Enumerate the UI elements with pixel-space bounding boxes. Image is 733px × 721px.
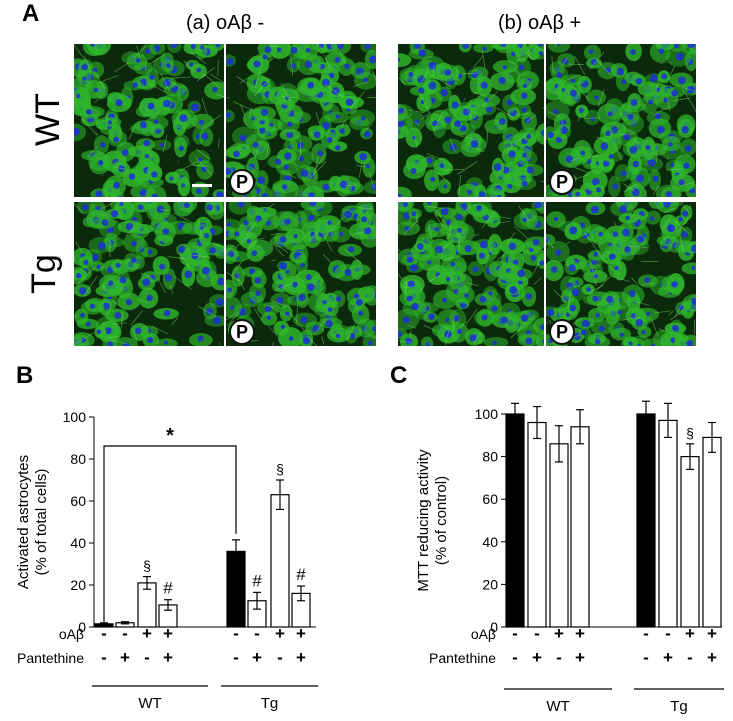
chart-c-mtt-activity: 0 20 40 60 80 100 MTT reducing activity (% of c… [415, 400, 724, 715]
group-label: Tg [670, 698, 688, 715]
oab-sign: - [512, 624, 518, 643]
comparison-mark: * [166, 425, 174, 447]
condition-title-a: (a) oAβ - [186, 12, 265, 34]
bar [658, 419, 678, 628]
y-tick-label: 80 [70, 451, 86, 467]
oab-row-label: oAβ [59, 626, 84, 642]
bar [549, 443, 569, 628]
pantethine-sign: - [512, 648, 518, 667]
bar [680, 455, 700, 628]
oab-sign: + [575, 624, 585, 643]
pantethine-sign: - [101, 648, 107, 667]
pantethine-sign: - [233, 648, 239, 667]
oab-sign: + [685, 624, 695, 643]
condition-title-b: (b) oAβ + [498, 12, 582, 34]
significance-mark: § [276, 461, 284, 477]
micrograph-wt-b-pantethine [546, 44, 696, 197]
pantethine-sign: + [120, 648, 130, 667]
pantethine-sign: + [532, 648, 542, 667]
oab-sign: + [163, 624, 173, 643]
y-tick-label: 60 [70, 493, 86, 509]
scale-bar [192, 184, 212, 187]
pantethine-sign: + [575, 648, 585, 667]
y-tick-label: 100 [63, 409, 87, 425]
oab-sign: + [707, 624, 717, 643]
panel-c-letter: C [390, 362, 408, 389]
pantethine-sign: - [643, 648, 649, 667]
panel-b-letter: B [16, 362, 34, 389]
oab-sign: - [233, 624, 239, 643]
oab-sign: - [665, 624, 671, 643]
micrograph-wt-b-control [398, 44, 544, 197]
row-label-wt: WT [29, 93, 67, 146]
panel-a-letter: A [22, 0, 40, 27]
oab-sign: - [122, 624, 128, 643]
group-label: Tg [261, 695, 279, 712]
bar [270, 494, 290, 628]
y-axis-label-units: (% of control) [433, 476, 450, 565]
micrograph-wt-a-pantethine [226, 44, 376, 197]
pantethine-sign: + [707, 648, 717, 667]
pantethine-sign: - [556, 648, 562, 667]
chart-b-activated-astrocytes: 0 20 40 60 80 100 Activated astrocytes (% of to… [15, 409, 318, 712]
pantethine-badge: P [229, 319, 255, 345]
bar [527, 421, 547, 628]
row-label-tg: Tg [25, 254, 63, 294]
oab-sign: + [275, 624, 285, 643]
y-axis-label: MTT reducing activity [415, 449, 432, 592]
significance-mark: § [686, 425, 694, 441]
significance-mark: # [163, 579, 173, 598]
oab-sign: - [101, 624, 107, 643]
oab-sign: - [643, 624, 649, 643]
micrograph-tg-b-pantethine [546, 202, 696, 346]
pantethine-sign: - [687, 648, 693, 667]
pantethine-sign: + [296, 648, 306, 667]
y-axis-label-units: (% of total cells) [33, 469, 50, 576]
pantethine-row-label: Pantethine [17, 650, 84, 666]
significance-mark: § [143, 558, 151, 574]
pantethine-sign: + [252, 648, 262, 667]
significance-mark: # [296, 565, 306, 584]
pantethine-sign: + [663, 648, 673, 667]
y-tick-label: 0 [78, 619, 86, 635]
significance-mark: # [252, 571, 262, 590]
pantethine-sign: - [144, 648, 150, 667]
pantethine-sign: - [277, 648, 283, 667]
y-tick-label: 20 [482, 576, 498, 592]
pantethine-row-label: Pantethine [429, 650, 496, 666]
y-tick-label: 60 [482, 491, 498, 507]
oab-row-label: oAβ [471, 626, 496, 642]
y-tick-label: 40 [482, 534, 498, 550]
y-tick-label: 80 [482, 449, 498, 465]
y-tick-label: 0 [490, 619, 498, 635]
pantethine-badge: P [229, 169, 255, 195]
oab-sign: + [296, 624, 306, 643]
group-label: WT [138, 695, 161, 712]
micrograph-tg-b-control [398, 202, 544, 346]
comparison-bracket [103, 445, 237, 622]
pantethine-badge: P [549, 319, 575, 345]
oab-sign: - [254, 624, 260, 643]
group-label: WT [546, 698, 569, 715]
pantethine-sign: + [163, 648, 173, 667]
micrograph-tg-a-control [74, 202, 224, 346]
oab-sign: + [554, 624, 564, 643]
bar [570, 426, 590, 628]
micrograph-wt-a-control [74, 44, 224, 197]
y-tick-label: 40 [70, 535, 86, 551]
bar [702, 436, 722, 628]
oab-sign: + [142, 624, 152, 643]
pantethine-badge: P [549, 169, 575, 195]
y-axis-label: Activated astrocytes [15, 455, 32, 589]
bar [505, 413, 525, 628]
y-tick-label: 20 [70, 577, 86, 593]
y-tick-label: 100 [475, 406, 499, 422]
oab-sign: - [534, 624, 540, 643]
bar [636, 413, 656, 628]
